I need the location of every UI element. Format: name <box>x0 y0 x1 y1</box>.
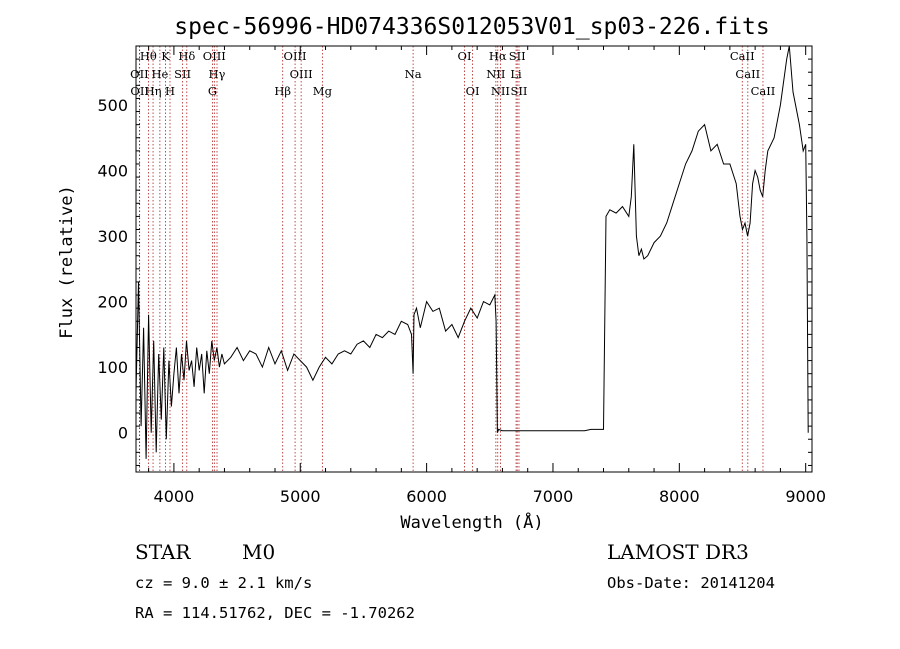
y-tick-label-100: 100 <box>97 358 128 377</box>
redshift-velocity: cz = 9.0 ± 2.1 km/s <box>135 574 313 592</box>
x-tick-label-4000: 4000 <box>154 487 195 506</box>
line-label-14: OIII <box>290 67 313 81</box>
line-label-1: OII <box>130 67 149 81</box>
x-tick-label-5000: 5000 <box>280 487 321 506</box>
line-label-25: CaII <box>730 49 755 63</box>
x-axis-label: Wavelength (Å) <box>400 511 543 533</box>
line-label-2: OII <box>130 84 149 98</box>
object-subclass: M0 <box>242 540 276 564</box>
line-label-9: OIII <box>203 49 226 63</box>
line-label-5: K <box>161 49 170 63</box>
survey-name: LAMOST DR3 <box>607 540 749 564</box>
line-label-19: Hα <box>489 49 507 63</box>
line-label-11: G <box>208 84 217 98</box>
y-axis-label: Flux (relative) <box>57 185 77 339</box>
coordinates: RA = 114.51762, DEC = -1.70262 <box>135 604 415 622</box>
y-tick-label-200: 200 <box>97 293 128 312</box>
line-label-10: Hγ <box>209 67 226 81</box>
line-label-12: Hβ <box>274 84 291 98</box>
observation-date: Obs-Date: 20141204 <box>607 574 775 592</box>
line-label-23: Li <box>510 67 522 81</box>
line-label-4: He <box>151 67 168 81</box>
line-label-15: Mg <box>313 84 333 98</box>
line-label-24: SII <box>510 84 527 98</box>
x-tick-label-6000: 6000 <box>406 487 447 506</box>
line-label-6: H <box>165 84 175 98</box>
line-label-26: CaII <box>735 67 760 81</box>
line-label-22: SII <box>509 49 526 63</box>
y-tick-label-500: 500 <box>97 96 128 115</box>
line-label-13: OIII <box>284 49 307 63</box>
y-axis-ticks: 0 100 200 300 400 500 <box>97 58 812 466</box>
x-axis-ticks: 4000 5000 6000 7000 8000 9000 <box>148 46 826 506</box>
spectral-line-markers <box>139 46 764 472</box>
line-label-21: NII <box>491 84 510 98</box>
x-tick-label-9000: 9000 <box>785 487 826 506</box>
line-label-0: Hθ <box>140 49 157 63</box>
x-tick-label-7000: 7000 <box>533 487 574 506</box>
line-label-27: CaII <box>751 84 776 98</box>
y-tick-label-0: 0 <box>118 424 128 443</box>
line-label-18: OI <box>466 84 480 98</box>
line-label-8: Hδ <box>178 49 195 63</box>
spectrum-line <box>135 45 809 459</box>
chart-title: spec-56996-HD074336S012053V01_sp03-226.f… <box>174 14 769 40</box>
line-label-3: Hη <box>145 84 162 98</box>
x-tick-label-8000: 8000 <box>659 487 700 506</box>
line-label-17: OI <box>458 49 472 63</box>
object-class: STAR <box>135 540 191 564</box>
line-label-16: Na <box>405 67 422 81</box>
y-tick-label-400: 400 <box>97 162 128 181</box>
plot-frame <box>135 45 813 473</box>
line-label-20: NII <box>486 67 505 81</box>
line-label-7: SII <box>174 67 191 81</box>
y-tick-label-300: 300 <box>97 227 128 246</box>
